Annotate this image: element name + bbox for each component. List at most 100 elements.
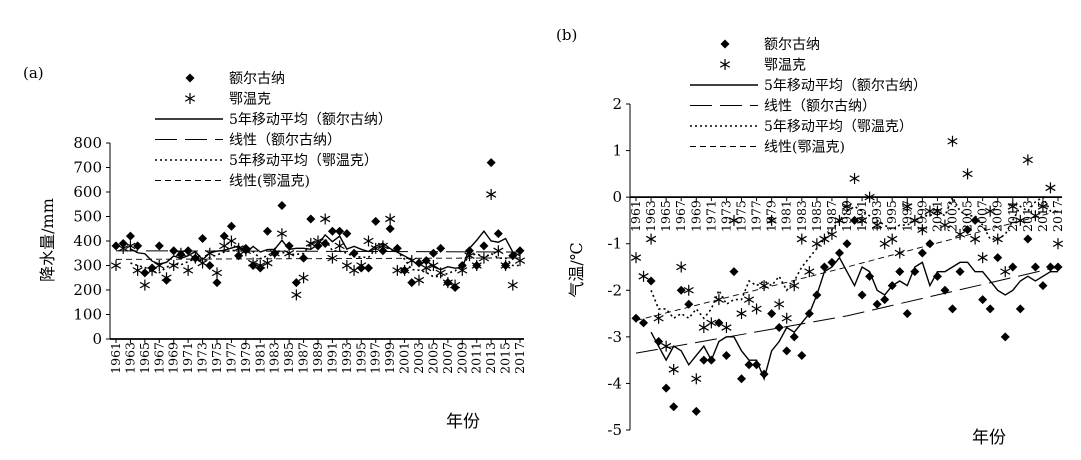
data-point [212,278,222,288]
data-point [1008,262,1018,272]
data-point [226,221,236,231]
legend-label: 线性（额尔古纳） [764,99,876,115]
data-point [948,304,957,314]
data-point [1015,304,1025,314]
data-point [842,239,852,249]
x-tick-label: 1979 [238,342,253,374]
data-point [970,233,981,245]
data-point [872,299,882,309]
data-point [342,229,352,239]
data-point [729,267,739,277]
panel-a-label: (a) [23,64,44,82]
x-tick-label: 1965 [658,200,673,232]
data-point [939,219,951,231]
data-point [284,241,294,251]
data-point [486,188,497,200]
data-point [1030,262,1040,272]
y-tick-label: 700 [73,159,102,177]
data-point [436,243,446,253]
data-point [262,257,273,269]
legend-label: 5年移动平均（额尔古纳） [229,112,392,128]
data-point [168,260,179,271]
data-point [442,277,453,289]
data-point [146,264,158,276]
data-point [226,235,237,247]
data-point [371,216,381,226]
data-point [834,248,844,258]
data-point [493,245,504,257]
x-tick-label: 2015 [498,342,513,374]
data-point [661,340,672,352]
data-point [782,346,792,356]
panel-b-label: (b) [556,26,577,44]
data-point [850,215,860,225]
y-tick-label: 600 [73,183,102,201]
data-point [255,260,266,271]
data-point [413,274,425,286]
data-point [645,233,657,245]
data-point [631,313,641,323]
x-tick-label: 1963 [122,342,137,374]
data-point [985,205,996,217]
data-point [234,251,244,261]
legend-label: 5年移动平均（鄂温克） [764,119,913,135]
data-point [759,280,770,292]
x-tick-label: 2011 [469,342,484,374]
x-tick-label: 1985 [809,200,824,232]
data-point [1038,281,1048,291]
x-tick-label: 1975 [734,200,749,232]
data-point [970,215,980,225]
data-point [299,253,309,263]
data-point [133,241,143,251]
x-tick-label: 1987 [296,342,311,374]
data-point [985,304,995,314]
legend-label: 线性（额尔古纳） [229,133,341,149]
data-point [111,241,121,251]
data-point [263,226,272,236]
data-point [781,312,792,324]
data-point [887,233,898,245]
data-point [993,253,1003,263]
trend-line-5 [115,257,521,260]
data-point [1045,182,1056,194]
data-point [515,246,525,256]
data-point [774,298,785,310]
data-point [698,322,709,334]
data-point [646,276,656,286]
data-point [247,257,259,269]
data-point [714,318,724,328]
data-point [1007,200,1018,212]
x-tick-label: 1977 [223,342,238,374]
data-point [118,242,129,254]
legend-label: 鄂温克 [764,58,806,74]
data-point [414,258,424,268]
data-point [421,262,432,274]
data-point [676,261,687,273]
data-point [1037,200,1049,212]
data-point [306,214,316,224]
y-tick-label: 1 [612,142,622,160]
data-point [744,360,754,370]
x-tick-label: 1967 [673,200,688,232]
data-point [335,226,345,236]
data-point [857,290,867,300]
data-point [298,272,309,284]
data-point [500,260,511,271]
data-point [1023,234,1033,244]
data-point [1022,154,1033,166]
x-tick-label: 1981 [779,200,794,232]
x-tick-label: 2003 [411,342,426,374]
series-erguna-points [111,158,525,293]
data-point [654,337,664,347]
data-point [327,226,337,236]
data-point [1052,238,1064,250]
panel-b-series [630,135,1064,416]
data-point [1030,210,1041,222]
x-tick-label: 2013 [1020,200,1035,232]
data-point [849,173,860,185]
x-tick-label: 1983 [267,342,282,374]
x-tick-label: 2001 [397,342,412,374]
data-point [183,264,194,276]
